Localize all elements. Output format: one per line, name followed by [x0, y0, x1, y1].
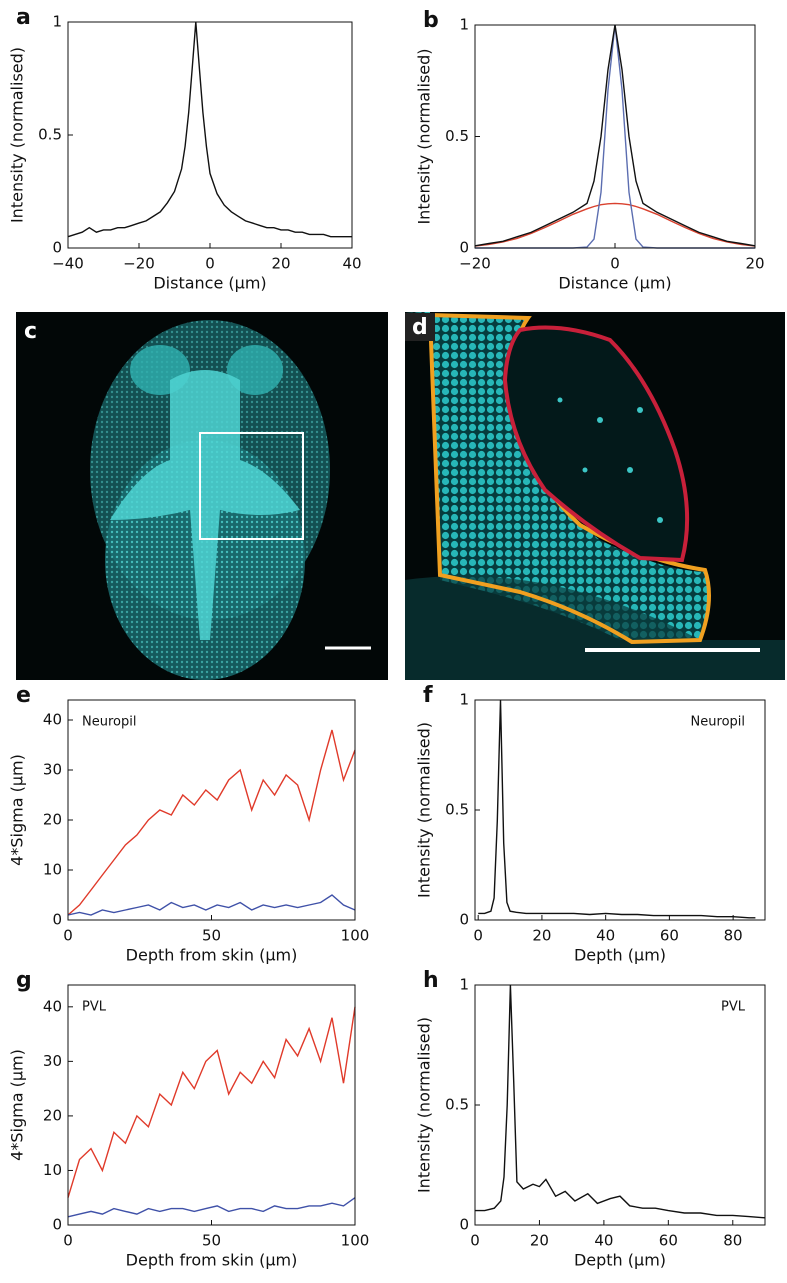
- x-tick-label: 80: [723, 1232, 742, 1250]
- data-line: [67, 1197, 356, 1218]
- x-tick-label: 50: [202, 927, 221, 945]
- panel: 0 20 40 60 80 0 0.5 1 Depth (μm) Intensity (norma…: [415, 683, 766, 965]
- y-axis-label: 4*Sigma (μm): [8, 1049, 27, 1161]
- y-tick-label: 1: [52, 13, 62, 31]
- y-tick-label: 20: [43, 1106, 62, 1124]
- data-line: [67, 729, 356, 916]
- y-tick-label: 0: [459, 911, 469, 929]
- y-tick-label: 0: [52, 1216, 62, 1234]
- axes-frame: [474, 984, 766, 1226]
- y-tick-label: 0.5: [38, 126, 62, 144]
- data-line: [474, 24, 756, 247]
- y-tick-label: 1: [459, 691, 469, 709]
- axes-frame: [67, 984, 356, 1226]
- x-tick-label: −40: [52, 255, 84, 273]
- x-tick-label: 20: [745, 255, 764, 273]
- x-tick-label: 100: [341, 927, 370, 945]
- x-axis-label: Depth (μm): [574, 1251, 666, 1270]
- annotation: Neuropil: [691, 715, 745, 730]
- x-tick-label: 20: [271, 255, 290, 273]
- panel: 0 50 100 0 10 20 30 40 Depth from skin (μm) 4*Sig…: [8, 683, 370, 965]
- y-tick-label: 0.5: [445, 127, 469, 145]
- x-tick-label: 60: [659, 1232, 678, 1250]
- x-tick-label: 0: [470, 1232, 480, 1250]
- annotation: PVL: [82, 1000, 107, 1015]
- y-axis-label: Intensity (normalised): [415, 1017, 434, 1193]
- y-tick-label: 1: [459, 16, 469, 34]
- y-tick-label: 0: [52, 239, 62, 257]
- image-d: d: [405, 312, 785, 680]
- y-tick-label: 10: [43, 861, 62, 879]
- x-tick-label: 60: [660, 927, 679, 945]
- x-tick-label: 40: [596, 927, 615, 945]
- x-tick-label: −20: [123, 255, 155, 273]
- data-line: [478, 699, 756, 919]
- panel-label: f: [423, 683, 433, 708]
- y-tick-label: 20: [43, 811, 62, 829]
- y-axis-label: Intensity (normalised): [415, 722, 434, 898]
- y-tick-label: 0: [52, 911, 62, 929]
- x-tick-label: 0: [63, 927, 73, 945]
- data-line: [67, 894, 356, 916]
- panel-label: e: [16, 683, 31, 708]
- y-tick-label: 10: [43, 1161, 62, 1179]
- x-tick-label: 20: [530, 1232, 549, 1250]
- x-tick-label: 80: [724, 927, 743, 945]
- panel: 0 50 100 0 10 20 30 40 Depth from skin (μm) 4*Sig…: [8, 968, 370, 1270]
- y-axis-label: Intensity (normalised): [415, 48, 434, 224]
- data-line: [475, 984, 766, 1219]
- panel-label: b: [423, 8, 439, 33]
- panel: 0 20 40 60 80 0 0.5 1 Depth (μm) Intensity (norma…: [415, 968, 766, 1270]
- x-tick-label: 0: [610, 255, 620, 273]
- x-tick-label: 20: [532, 927, 551, 945]
- panel-label: h: [423, 968, 439, 993]
- x-tick-label: 100: [341, 1232, 370, 1250]
- annotation: PVL: [721, 1000, 746, 1015]
- y-tick-label: 40: [43, 711, 62, 729]
- x-tick-label: −20: [459, 255, 491, 273]
- panel: −40 −20 0 20 40 0 0.5 1 Distance (μm) Intensity (…: [8, 5, 362, 293]
- y-tick-label: 30: [43, 761, 62, 779]
- x-axis-label: Depth from skin (μm): [126, 946, 298, 965]
- y-tick-label: 30: [43, 1052, 62, 1070]
- y-tick-label: 1: [459, 976, 469, 994]
- y-axis-label: Intensity (normalised): [8, 47, 27, 223]
- axes-frame: [474, 24, 756, 249]
- panel-label: c: [24, 319, 37, 344]
- annotation: Neuropil: [82, 715, 136, 730]
- axes-frame: [67, 21, 353, 249]
- y-axis-label: 4*Sigma (μm): [8, 754, 27, 866]
- axes-frame: [474, 699, 766, 921]
- panel-label: a: [16, 5, 31, 30]
- x-tick-label: 0: [205, 255, 215, 273]
- y-tick-label: 0: [459, 239, 469, 257]
- x-axis-label: Depth from skin (μm): [126, 1251, 298, 1270]
- data-line: [475, 24, 755, 249]
- x-tick-label: 40: [342, 255, 361, 273]
- x-tick-label: 0: [473, 927, 483, 945]
- x-tick-label: 40: [594, 1232, 613, 1250]
- data-line: [474, 202, 756, 247]
- y-tick-label: 0.5: [445, 801, 469, 819]
- x-axis-label: Distance (μm): [558, 274, 671, 293]
- y-tick-label: 0: [459, 1216, 469, 1234]
- y-tick-label: 0.5: [445, 1096, 469, 1114]
- data-line: [67, 21, 352, 238]
- panel-label: g: [16, 968, 32, 993]
- x-axis-label: Depth (μm): [574, 946, 666, 965]
- x-tick-label: 50: [202, 1232, 221, 1250]
- panel-label: d: [412, 315, 428, 340]
- x-tick-label: 0: [63, 1232, 73, 1250]
- y-tick-label: 40: [43, 997, 62, 1015]
- image-c: c: [16, 312, 388, 680]
- x-axis-label: Distance (μm): [153, 274, 266, 293]
- data-line: [67, 1006, 356, 1198]
